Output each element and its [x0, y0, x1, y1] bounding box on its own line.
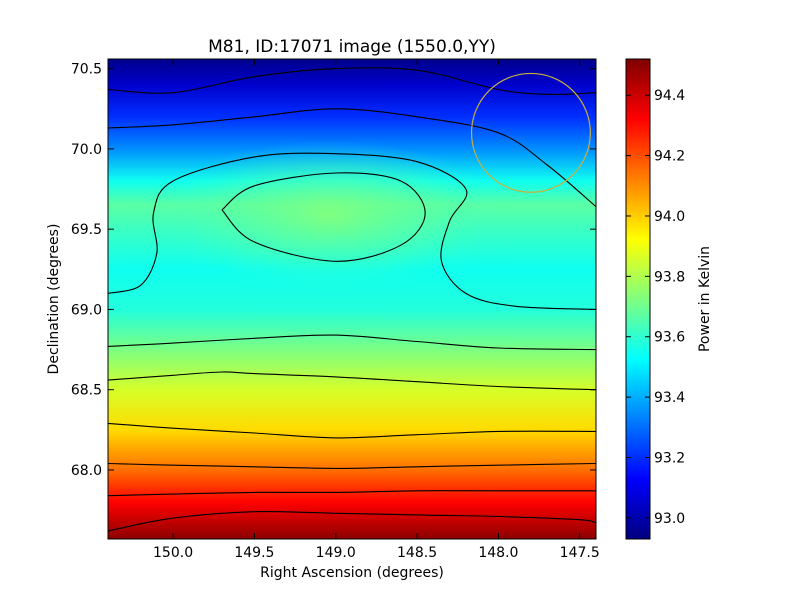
y-tick-label: 68.0	[71, 463, 102, 479]
colorbar-tick-label: 93.8	[654, 269, 685, 285]
x-tick-label: 150.0	[153, 545, 193, 561]
x-tick-label: 148.5	[397, 545, 437, 561]
contour-line-2	[108, 462, 596, 469]
plot-frame	[107, 58, 597, 540]
heatmap-bright-region	[155, 140, 505, 290]
colorbar-scale	[625, 58, 651, 540]
chart-title: M81, ID:17071 image (1550.0,YY)	[208, 37, 496, 57]
colorbar-tick-label: 94.0	[654, 209, 685, 225]
x-axis-label: Right Ascension (degrees)	[260, 565, 444, 581]
x-tick-label: 149.5	[234, 545, 274, 561]
x-tick-label: 148.0	[478, 545, 518, 561]
x-tick-label: 147.5	[560, 545, 600, 561]
contour-line-6	[108, 152, 596, 310]
colorbar-tick-label: 94.2	[654, 149, 685, 165]
y-tick-label: 70.0	[71, 142, 102, 158]
y-tick-label: 69.5	[71, 222, 102, 238]
x-axis: 150.0 149.5 149.0 148.5 148.0 147.5	[153, 59, 600, 561]
colorbar-tick-label: 93.6	[654, 330, 685, 346]
y-tick-label: 69.0	[71, 302, 102, 318]
heatmap-field	[108, 59, 596, 539]
y-axis-label: Declination (degrees)	[46, 224, 62, 375]
y-axis: 68.0 68.5 69.0 69.5 70.0 70.5	[71, 62, 596, 479]
colorbar-tick-label: 93.2	[654, 450, 685, 466]
colorbar-tick-label: 93.0	[654, 511, 685, 527]
contour-line-0	[108, 510, 596, 532]
plot-area	[108, 59, 596, 539]
contour-lines	[108, 67, 596, 532]
colorbar-label: Power in Kelvin	[697, 246, 713, 352]
x-tick-label: 149.0	[316, 545, 356, 561]
colorbar: 93.0 93.2 93.4 93.6 93.8 94.0 94.2 94.4 Power i…	[625, 58, 713, 540]
contour-line-3	[108, 422, 596, 439]
y-tick-label: 68.5	[71, 383, 102, 399]
colorbar-tick-label: 93.4	[654, 390, 685, 406]
contour-line-8	[108, 108, 596, 208]
contour-line-4	[108, 371, 596, 391]
contour-line-7	[221, 172, 426, 262]
colorbar-tick-label: 94.4	[654, 88, 685, 104]
region-circle	[470, 72, 591, 193]
contour-line-1	[108, 490, 596, 497]
colorbar-ticks: 93.0 93.2 93.4 93.6 93.8 94.0 94.2 94.4	[626, 88, 685, 527]
contour-line-5	[108, 334, 596, 351]
y-tick-label: 70.5	[71, 62, 102, 78]
contour-line-9	[108, 67, 596, 95]
